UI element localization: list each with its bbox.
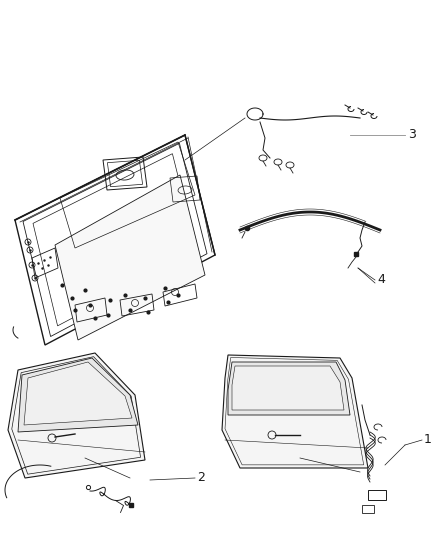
Polygon shape	[228, 362, 350, 415]
Bar	[362, 505, 374, 513]
Polygon shape	[222, 355, 368, 468]
Text: 1: 1	[424, 433, 432, 446]
Polygon shape	[232, 366, 344, 410]
Polygon shape	[55, 175, 205, 340]
Polygon shape	[24, 362, 132, 425]
Bar	[368, 490, 386, 500]
Text: 4: 4	[377, 273, 385, 286]
Polygon shape	[8, 353, 145, 478]
Text: 3: 3	[408, 128, 416, 141]
Text: 2: 2	[197, 471, 205, 484]
Polygon shape	[18, 358, 138, 432]
